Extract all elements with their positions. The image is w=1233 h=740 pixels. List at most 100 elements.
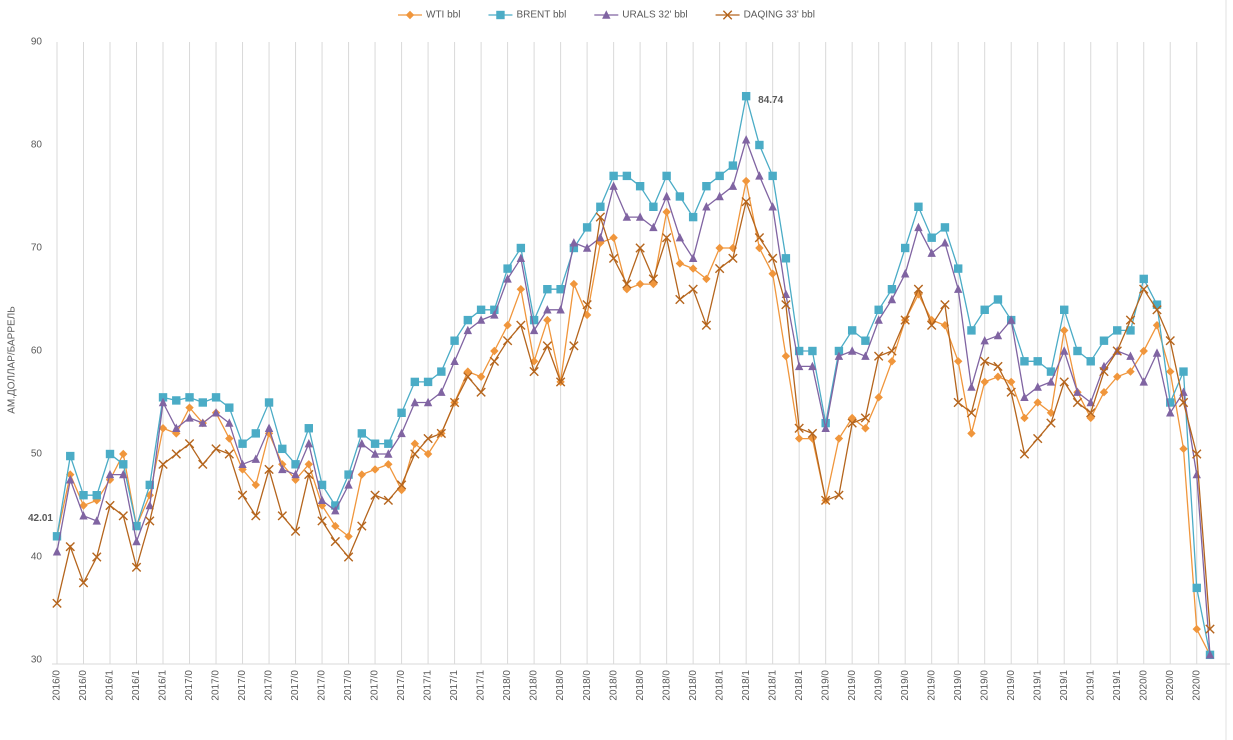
x-tick-label: 2019/1 bbox=[1112, 670, 1123, 701]
marker bbox=[874, 305, 883, 314]
marker bbox=[900, 269, 910, 278]
marker bbox=[304, 469, 314, 480]
marker bbox=[741, 135, 751, 144]
x-tick-label: 2019/0 bbox=[1006, 670, 1017, 701]
marker bbox=[331, 505, 340, 515]
series-line bbox=[56, 199, 1211, 630]
marker bbox=[251, 429, 260, 438]
x-tick-label: 2018/1 bbox=[714, 670, 725, 701]
x-tick-label: 2017/1 bbox=[423, 670, 434, 701]
marker bbox=[887, 294, 897, 304]
marker bbox=[1033, 382, 1042, 391]
x-tick-label: 2018/0 bbox=[502, 670, 513, 701]
x-tick-label: 2018/0 bbox=[635, 670, 646, 701]
marker bbox=[1139, 284, 1149, 294]
marker bbox=[185, 393, 194, 402]
marker bbox=[211, 444, 221, 454]
marker bbox=[569, 243, 579, 253]
marker bbox=[794, 361, 804, 371]
series-line bbox=[56, 96, 1211, 656]
x-tick-label: 2016/0 bbox=[78, 670, 89, 701]
x-tick-label: 2020/0 bbox=[1165, 670, 1176, 701]
marker bbox=[304, 439, 314, 448]
marker bbox=[755, 243, 764, 253]
marker bbox=[225, 434, 234, 443]
legend-marker bbox=[722, 10, 733, 20]
x-tick-label: 2017/0 bbox=[264, 670, 275, 701]
marker bbox=[1126, 351, 1135, 360]
marker bbox=[953, 397, 963, 408]
marker bbox=[675, 259, 685, 268]
marker bbox=[1152, 300, 1162, 309]
marker bbox=[808, 346, 817, 356]
marker bbox=[873, 351, 884, 361]
series bbox=[52, 91, 1215, 660]
marker bbox=[397, 408, 406, 417]
marker bbox=[490, 310, 499, 319]
marker bbox=[794, 434, 804, 443]
marker bbox=[741, 196, 751, 207]
marker bbox=[1166, 367, 1175, 376]
marker bbox=[834, 434, 844, 443]
marker bbox=[1126, 326, 1135, 335]
marker bbox=[92, 516, 101, 525]
marker bbox=[145, 491, 154, 500]
x-tick-label: 2017/0 bbox=[211, 670, 222, 701]
series-line bbox=[56, 137, 1211, 655]
marker bbox=[357, 470, 367, 479]
marker bbox=[1060, 326, 1069, 335]
marker bbox=[172, 396, 181, 405]
marker bbox=[1139, 274, 1148, 284]
marker bbox=[688, 284, 698, 294]
marker bbox=[688, 264, 698, 273]
marker bbox=[131, 562, 142, 572]
marker bbox=[834, 490, 844, 500]
marker bbox=[702, 182, 711, 191]
marker bbox=[1166, 398, 1175, 407]
marker bbox=[702, 274, 711, 284]
marker bbox=[79, 501, 88, 510]
marker bbox=[158, 424, 168, 433]
annotation: 42.01 bbox=[28, 513, 53, 524]
marker bbox=[953, 264, 963, 273]
marker bbox=[529, 315, 539, 325]
marker bbox=[582, 223, 592, 232]
x-tick-label: 2017/1 bbox=[449, 670, 460, 701]
marker bbox=[887, 346, 897, 356]
marker bbox=[980, 336, 989, 345]
marker bbox=[502, 336, 513, 346]
marker bbox=[900, 243, 910, 253]
marker bbox=[701, 320, 712, 330]
marker bbox=[874, 315, 883, 324]
marker bbox=[543, 305, 552, 314]
marker bbox=[1033, 357, 1042, 366]
marker bbox=[556, 285, 565, 294]
marker bbox=[410, 397, 420, 407]
marker bbox=[649, 202, 658, 211]
marker bbox=[198, 459, 208, 469]
marker bbox=[185, 403, 194, 412]
marker bbox=[490, 346, 499, 356]
marker bbox=[675, 192, 685, 201]
marker bbox=[198, 398, 207, 407]
marker bbox=[370, 439, 380, 448]
marker bbox=[940, 299, 950, 310]
y-tick-label: 40 bbox=[31, 552, 43, 563]
marker bbox=[1099, 388, 1109, 397]
marker bbox=[662, 207, 671, 217]
marker bbox=[1192, 449, 1202, 459]
marker bbox=[264, 423, 274, 432]
marker bbox=[145, 500, 154, 510]
x-tick-label: 2020/0 bbox=[1138, 670, 1149, 701]
x-tick-label: 2018/0 bbox=[582, 670, 593, 701]
marker bbox=[264, 464, 274, 475]
marker bbox=[1205, 624, 1215, 634]
y-tick-label: 60 bbox=[31, 346, 43, 357]
marker bbox=[820, 495, 831, 506]
marker bbox=[489, 356, 500, 366]
marker bbox=[490, 305, 499, 314]
marker bbox=[410, 377, 420, 387]
marker bbox=[927, 233, 936, 242]
marker bbox=[662, 171, 671, 181]
